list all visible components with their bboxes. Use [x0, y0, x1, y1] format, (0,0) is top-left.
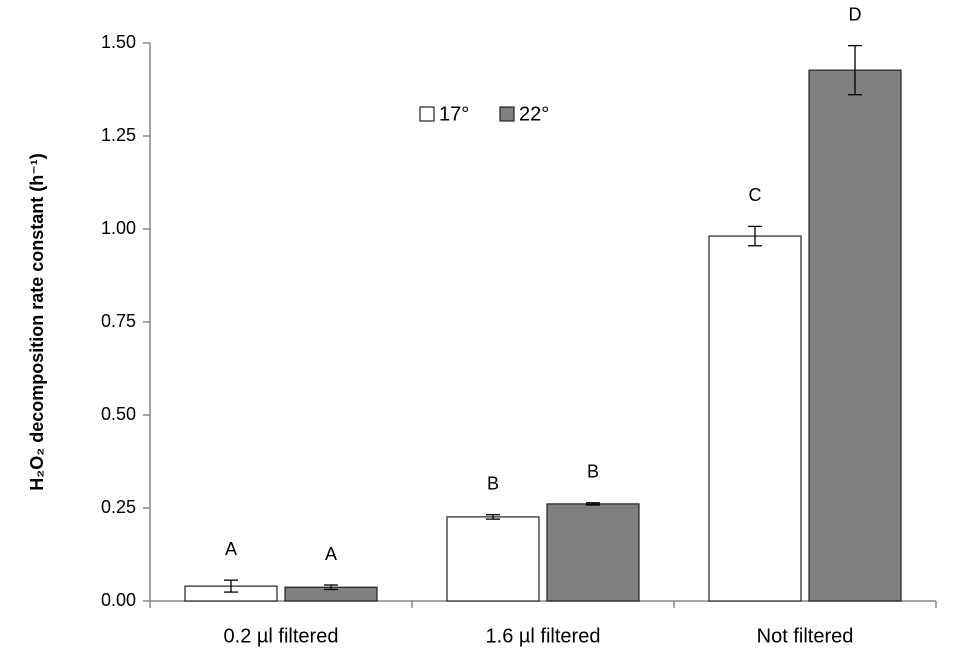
- x-tick-label: 0.2 µl filtered: [224, 625, 339, 647]
- legend-swatch: [499, 106, 515, 122]
- bar: [446, 516, 540, 602]
- significance-letter: B: [487, 473, 499, 493]
- error-bar: [586, 502, 600, 506]
- significance-letter: D: [849, 4, 862, 24]
- y-axis-label: H₂O₂ decomposition rate constant (h⁻¹): [27, 153, 47, 491]
- bar: [708, 235, 802, 602]
- legend-swatch: [419, 106, 435, 122]
- significance-letter: C: [749, 185, 762, 205]
- y-tick-label: 0.50: [101, 404, 136, 424]
- y-tick-label: 0.00: [101, 590, 136, 610]
- error-bar: [324, 584, 338, 591]
- x-tick-label: Not filtered: [757, 625, 854, 647]
- bar: [546, 503, 640, 602]
- error-bar: [848, 44, 862, 96]
- y-tick-label: 1.50: [101, 32, 136, 52]
- significance-letter: B: [587, 462, 599, 482]
- y-tick-label: 1.25: [101, 125, 136, 145]
- y-tick-label: 1.00: [101, 218, 136, 238]
- x-tick-label: 1.6 µl filtered: [486, 625, 601, 647]
- error-bar: [486, 514, 500, 520]
- error-bar: [748, 225, 762, 247]
- error-bar: [224, 579, 238, 593]
- significance-letter: A: [325, 544, 337, 564]
- y-tick-label: 0.75: [101, 311, 136, 331]
- legend-label: 17°: [439, 103, 469, 125]
- bar: [808, 69, 902, 602]
- legend-label: 22°: [519, 103, 549, 125]
- significance-letter: A: [225, 539, 237, 559]
- y-tick-label: 0.25: [101, 497, 136, 517]
